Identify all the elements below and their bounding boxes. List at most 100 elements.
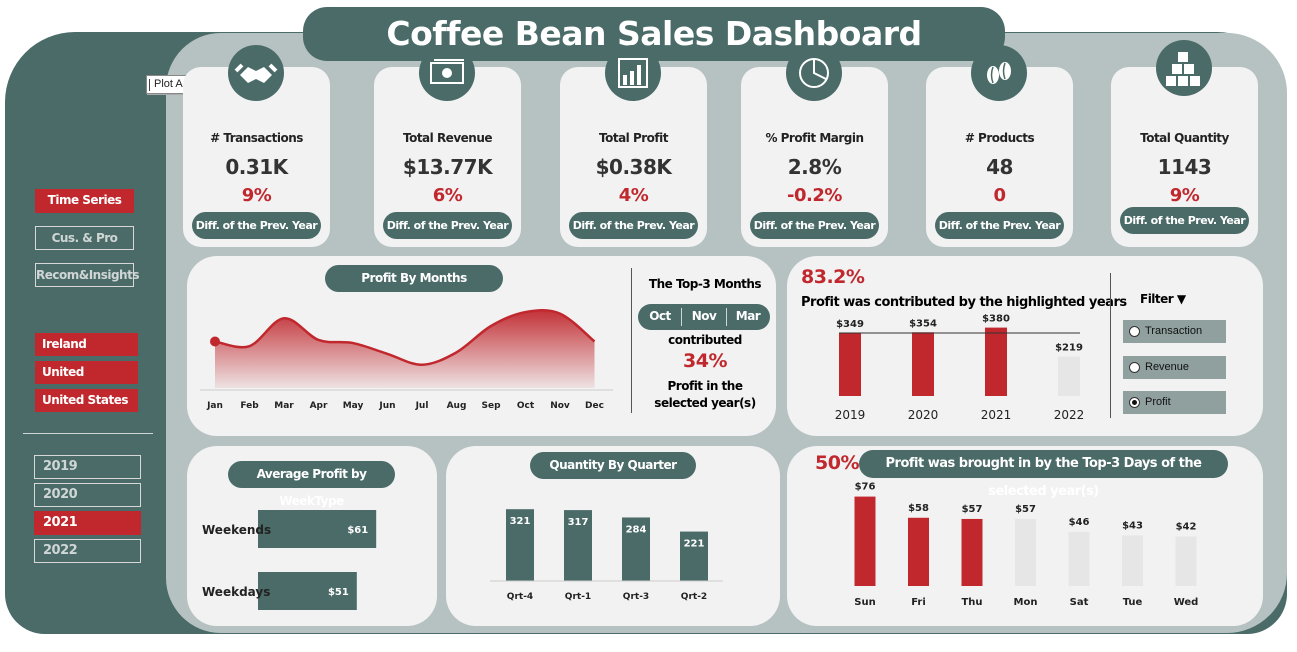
year-slicer-2019[interactable]: 2019: [34, 455, 141, 479]
nav-recom-insights-button[interactable]: Recom&Insights: [35, 263, 139, 287]
filter-option-transaction[interactable]: Transaction: [1123, 320, 1226, 343]
day-bar[interactable]: [1015, 518, 1036, 586]
dashboard-title: Coffee Bean Sales Dashboard: [303, 7, 1005, 61]
radio-button[interactable]: [1129, 362, 1140, 373]
year-bar-label: $380: [982, 314, 1010, 325]
year-bar-label: $219: [1055, 343, 1083, 354]
weektype-bar-label: $51: [328, 587, 349, 598]
weektype-category-label: Weekends: [202, 523, 271, 537]
day-tick-label: Wed: [1174, 597, 1199, 608]
month-tick-label: Mar: [274, 401, 294, 411]
quarter-bar-label: 321: [510, 516, 531, 527]
profit-by-months-chart[interactable]: Jan Feb Mar Apr May Jun Jul Aug Sep Oct Nov Dec: [195, 290, 620, 415]
quarter-bar[interactable]: [622, 517, 650, 581]
country-slicer-ireland[interactable]: Ireland: [35, 333, 138, 356]
kpi-value: 1143: [1157, 155, 1212, 179]
nav-time-series-button[interactable]: Time Series: [35, 189, 134, 213]
quarter-bar[interactable]: [506, 509, 534, 581]
days-title: Profit was brought in by the Top-3 Days …: [859, 450, 1228, 499]
days-bar-chart[interactable]: $76 Sun $58 Fri $57 Thu $57 Mon $46 Sat $43 Tue $42 W…: [840, 472, 1240, 612]
handshake-icon: [228, 45, 284, 101]
weektype-bar-chart[interactable]: $61 Weekends $51 Weekdays: [195, 500, 425, 615]
day-bar-label: $57: [1015, 504, 1036, 515]
month-tick-label: Aug: [447, 401, 467, 411]
years-bar-chart[interactable]: $349 2019 $354 2020 $380 2021 $219 2022: [815, 310, 1095, 425]
kpi-diff-caption: Diff. of the Prev. Year: [1120, 207, 1249, 234]
filter-option-revenue[interactable]: Revenue: [1123, 356, 1226, 379]
coffee-beans-icon: [971, 45, 1027, 101]
quarter-tick-label: Qrt-4: [507, 592, 533, 602]
day-bar-label: $42: [1176, 522, 1197, 533]
kpi-diff: 0: [993, 185, 1006, 206]
kpi-diff-caption: Diff. of the Prev. Year: [192, 212, 321, 239]
kpi-label: Total Quantity: [1140, 131, 1229, 145]
kpi-label: # Products: [964, 131, 1035, 145]
day-tick-label: Fri: [911, 597, 926, 608]
quarter-bar[interactable]: [564, 510, 592, 581]
top3-months-pct: 34%: [683, 350, 727, 372]
profit-area-fill: [215, 310, 595, 388]
country-slicer-uk[interactable]: United Kingdom: [35, 361, 138, 402]
top3-month-2: Nov: [691, 309, 717, 323]
months-caption-2: selected year(s): [654, 396, 756, 410]
kpi-diff: 9%: [1169, 185, 1200, 206]
month-tick-label: May: [343, 401, 364, 411]
day-bar[interactable]: [1122, 535, 1143, 586]
months-divider: [631, 268, 632, 413]
year-bar-label: $349: [836, 319, 864, 330]
country-slicer-us[interactable]: United States: [35, 389, 138, 412]
radio-button[interactable]: [1129, 326, 1140, 337]
sidebar-divider: [23, 433, 153, 434]
year-tick-label: 2020: [908, 408, 939, 422]
day-bar[interactable]: [1175, 536, 1197, 586]
year-slicer-2022[interactable]: 2022: [34, 539, 141, 563]
day-bar[interactable]: [961, 518, 983, 586]
year-bar[interactable]: [985, 327, 1007, 396]
days-pct: 50%: [815, 452, 859, 474]
day-bar-label: $58: [908, 503, 929, 514]
filter-option-label: Transaction: [1145, 325, 1203, 337]
quarter-tick-label: Qrt-2: [681, 592, 707, 602]
kpi-card-products: # Products 48 0 Diff. of the Prev. Year: [926, 45, 1073, 247]
nav-cus-pro-button[interactable]: Cus. & Pro: [35, 226, 134, 250]
year-slicer-2020[interactable]: 2020: [34, 483, 141, 507]
weektype-bar[interactable]: [258, 572, 357, 610]
filter-option-profit[interactable]: Profit: [1123, 391, 1226, 414]
quarter-title: Quantity By Quarter: [530, 452, 696, 479]
kpi-card-transactions: # Transactions 0.31K 9% Diff. of the Pre…: [183, 45, 330, 247]
kpi-card-quantity: Total Quantity 1143 9% Diff. of the Prev…: [1111, 40, 1258, 247]
month-tick-label: Jun: [378, 401, 395, 411]
month-tick-label: Feb: [240, 401, 259, 411]
radio-button-selected[interactable]: [1129, 397, 1140, 408]
day-bar[interactable]: [1068, 531, 1090, 586]
quarter-bar[interactable]: [680, 531, 708, 581]
kpi-diff: 9%: [241, 185, 272, 206]
day-tick-label: Sun: [854, 597, 875, 608]
bar-chart-icon: [605, 45, 661, 101]
kpi-value: 0.31K: [225, 155, 288, 179]
month-tick-label: Dec: [585, 401, 604, 411]
year-bar[interactable]: [839, 333, 861, 396]
weektype-bar[interactable]: [258, 510, 377, 548]
year-slicer-2021[interactable]: 2021: [34, 511, 141, 535]
top3-months-title: The Top-3 Months: [648, 277, 762, 291]
top3-months-pill: Oct Nov Mar: [638, 304, 770, 330]
month-tick-label: Jan: [206, 401, 223, 411]
quarter-bar-chart[interactable]: 321 Qrt-4 317 Qrt-1 284 Qrt-3 221 Qrt-2: [490, 495, 725, 610]
year-bar[interactable]: [912, 332, 934, 396]
day-bar[interactable]: [908, 517, 929, 586]
day-bar[interactable]: [854, 496, 876, 586]
kpi-value: $13.77K: [402, 155, 493, 179]
filter-divider: [1110, 273, 1111, 418]
month-tick-label: Oct: [517, 401, 535, 411]
kpi-diff-caption: Diff. of the Prev. Year: [750, 212, 879, 239]
weektype-title: Average Profit by WeekType: [228, 461, 395, 508]
pill-separator: [681, 308, 682, 326]
year-bar[interactable]: [1058, 356, 1080, 396]
start-point-marker: [210, 336, 220, 347]
kpi-diff: -0.2%: [787, 185, 842, 206]
day-bar-label: $76: [855, 482, 876, 493]
quarter-tick-label: Qrt-1: [565, 592, 591, 602]
filter-option-label: Profit: [1145, 396, 1171, 408]
month-tick-label: Nov: [550, 401, 570, 411]
